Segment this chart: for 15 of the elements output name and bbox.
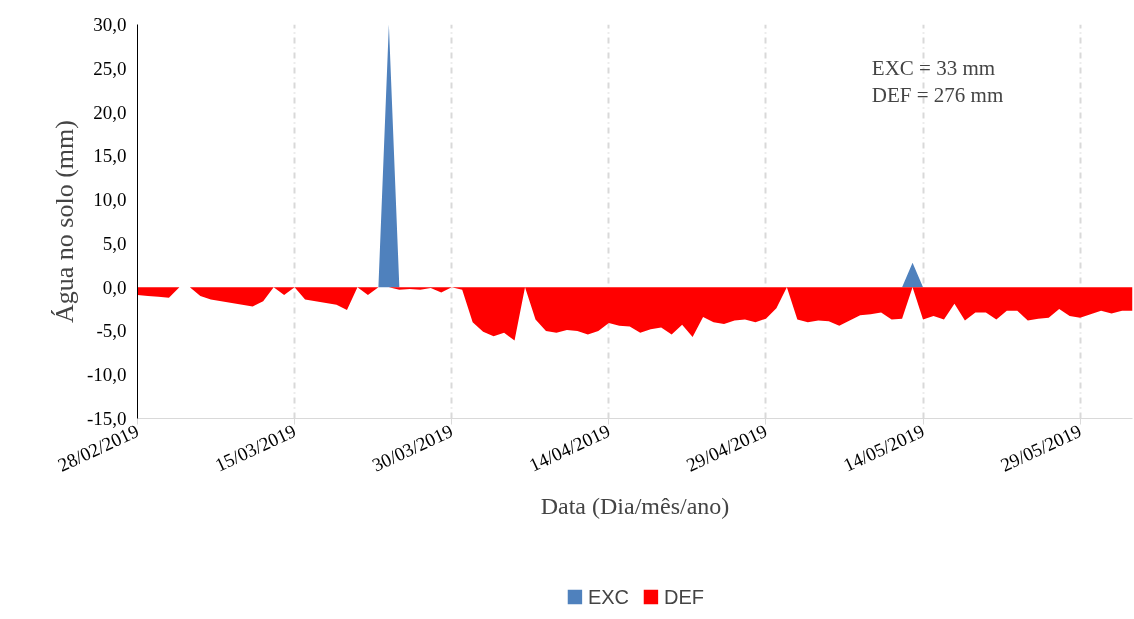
legend-label: EXC bbox=[587, 585, 630, 608]
y-tick-label: 5,0 bbox=[102, 232, 127, 254]
y-tick-label: 15,0 bbox=[93, 145, 127, 167]
y-axis-title: Água no solo (mm) bbox=[49, 120, 79, 323]
y-tick-label: -10,0 bbox=[86, 364, 127, 386]
x-axis-title: Data (Dia/mês/ano) bbox=[540, 493, 730, 520]
y-tick-label: 25,0 bbox=[93, 57, 127, 79]
annotation: DEF = 276 mm bbox=[871, 83, 1004, 108]
y-tick-label: 10,0 bbox=[93, 189, 127, 211]
y-tick-label: 0,0 bbox=[102, 276, 127, 298]
y-tick-label: -5,0 bbox=[96, 320, 127, 342]
annotation: EXC = 33 mm bbox=[871, 55, 996, 80]
y-tick-label: 30,0 bbox=[93, 14, 127, 35]
y-tick-label: 20,0 bbox=[93, 101, 127, 123]
legend-label: DEF bbox=[664, 585, 705, 608]
